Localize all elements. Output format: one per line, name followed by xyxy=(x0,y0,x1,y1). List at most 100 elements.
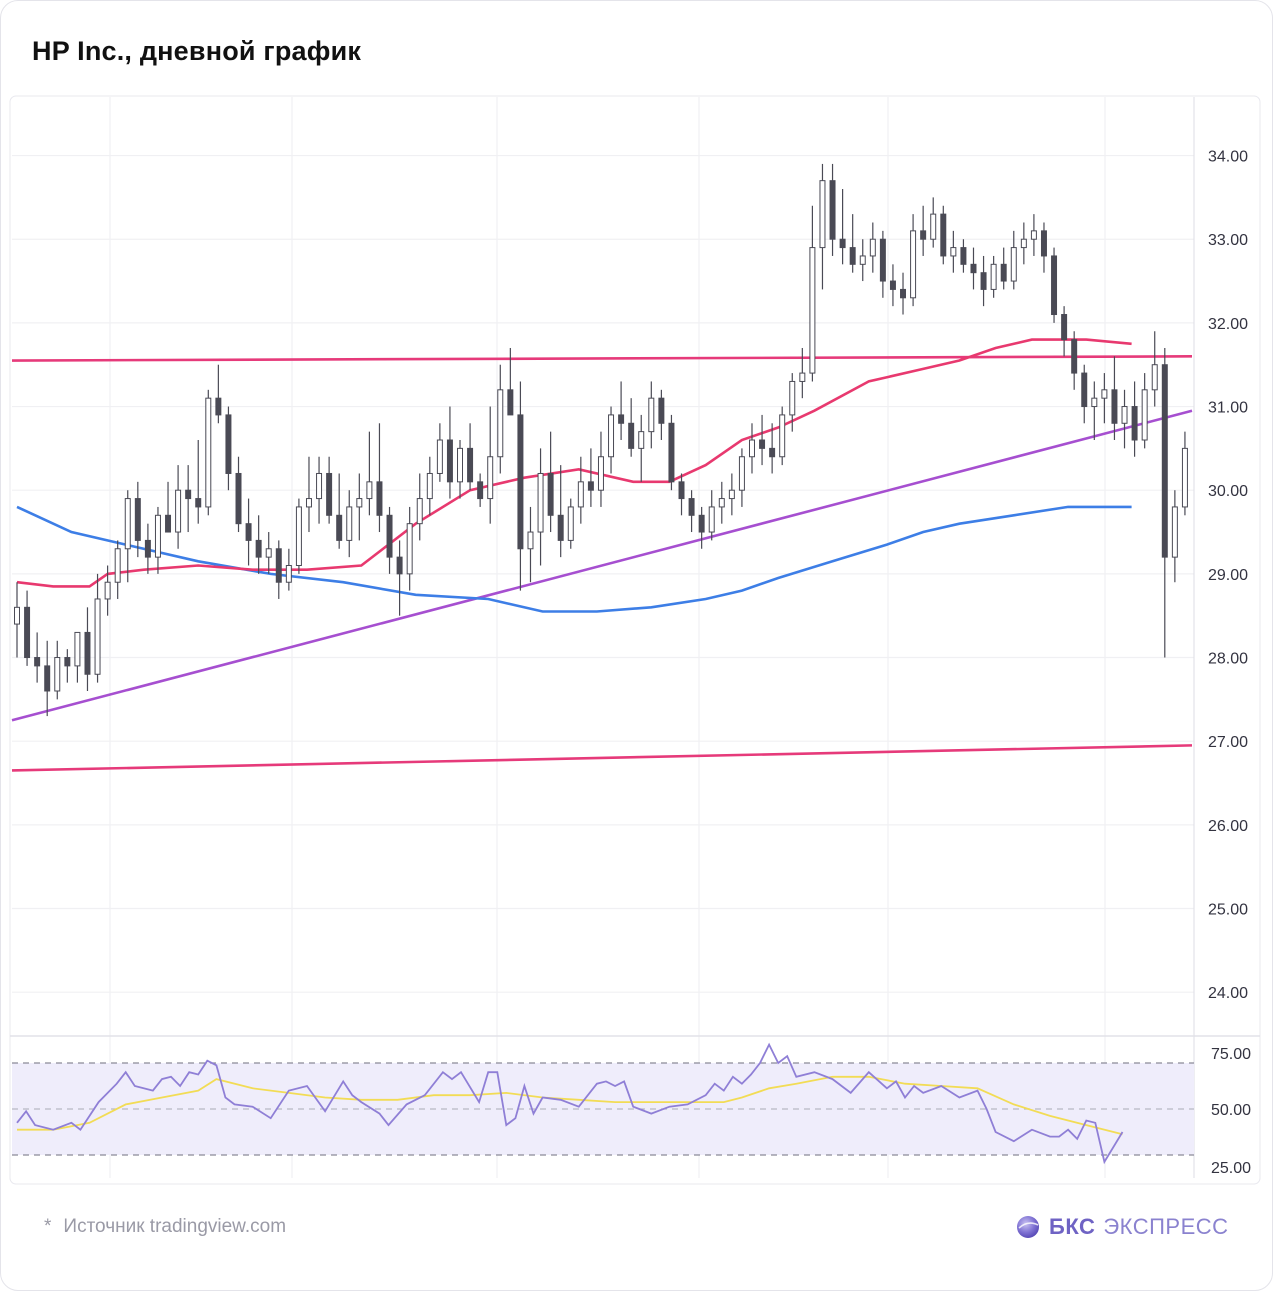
candle-body xyxy=(1010,247,1017,282)
candle-body xyxy=(1161,364,1168,558)
source-text: Источник tradingview.com xyxy=(63,1216,287,1237)
candle-body xyxy=(74,631,81,667)
candle-body xyxy=(668,422,675,483)
candle-body xyxy=(517,414,524,550)
rsi-tick-label: 50.00 xyxy=(1211,1102,1251,1119)
candle-body xyxy=(175,489,182,533)
brand-logo: БКС ЭКСПРЕСС xyxy=(1015,1213,1229,1241)
brand-name-rest: ЭКСПРЕСС xyxy=(1103,1214,1229,1239)
candle-body xyxy=(316,472,323,500)
price-tick-label: 25.00 xyxy=(1208,902,1248,919)
candle-body xyxy=(527,531,534,550)
brand-name-bold: БКС xyxy=(1049,1214,1096,1239)
candle-body xyxy=(34,657,41,667)
candle-body xyxy=(1071,339,1078,374)
candle-body xyxy=(769,447,776,458)
candle-body xyxy=(900,288,907,299)
candle-body xyxy=(265,548,272,558)
candle-body xyxy=(285,565,292,583)
candle-body xyxy=(215,397,222,416)
candle-body xyxy=(84,631,91,675)
candle-body xyxy=(1081,372,1088,408)
candle-body xyxy=(426,472,433,500)
candle-body xyxy=(587,481,594,491)
candle-body xyxy=(859,255,866,265)
candle-body xyxy=(628,422,635,449)
candle-body xyxy=(144,539,151,558)
candle-body xyxy=(577,481,584,508)
candle-body xyxy=(336,514,343,541)
chart-title: HP Inc., дневной график xyxy=(32,36,362,66)
candle-body xyxy=(1040,230,1047,257)
candle-body xyxy=(718,498,725,508)
candle-body xyxy=(960,247,967,265)
candle-body xyxy=(416,498,423,525)
candle-body xyxy=(114,548,121,583)
candle-body xyxy=(356,498,363,508)
candle-body xyxy=(608,414,615,458)
candle-body xyxy=(829,180,836,240)
candle-body xyxy=(305,498,312,508)
level-line-0 xyxy=(11,355,1193,362)
candle-body xyxy=(366,481,373,500)
price-tick-label: 26.00 xyxy=(1208,818,1248,835)
candle-body xyxy=(567,506,574,541)
candle-body xyxy=(1171,506,1178,558)
candle-body xyxy=(920,230,927,240)
candle-body xyxy=(698,514,705,533)
level-line-1 xyxy=(11,744,1193,772)
candle-body xyxy=(205,397,212,508)
candle-body xyxy=(1020,238,1027,249)
candle-body xyxy=(889,280,896,290)
price-tick-label: 34.00 xyxy=(1208,149,1248,166)
source-star: * xyxy=(44,1216,52,1237)
candle-body xyxy=(497,389,504,458)
candle-body xyxy=(990,263,997,290)
candle-body xyxy=(245,523,252,541)
price-tick-label: 24.00 xyxy=(1208,985,1248,1002)
candle-body xyxy=(1151,364,1158,391)
rsi-tick-label: 75.00 xyxy=(1211,1046,1251,1063)
candle-body xyxy=(799,372,806,382)
candle-body xyxy=(809,247,816,374)
candle-body xyxy=(507,389,514,416)
trend-line xyxy=(11,409,1193,722)
candle-body xyxy=(225,414,232,474)
candle-body xyxy=(557,514,564,541)
candle-body xyxy=(396,556,403,575)
candle-body xyxy=(547,472,554,516)
candle-body xyxy=(869,238,876,257)
price-tick-label: 28.00 xyxy=(1208,651,1248,668)
candle-body xyxy=(779,414,786,458)
candle-body xyxy=(54,657,61,692)
candle-body xyxy=(154,514,161,558)
candle-body xyxy=(1121,406,1128,424)
price-tick-label: 27.00 xyxy=(1208,734,1248,751)
price-tick-label: 31.00 xyxy=(1208,400,1248,417)
price-tick-label: 30.00 xyxy=(1208,483,1248,500)
candle-body xyxy=(124,498,131,550)
candle-body xyxy=(436,439,443,474)
candle-body xyxy=(839,238,846,249)
candle-body xyxy=(326,472,333,516)
source-note: * Источник tradingview.com xyxy=(44,1216,286,1238)
candle-body xyxy=(678,481,685,500)
candle-body xyxy=(275,548,282,583)
candle-body xyxy=(295,506,302,566)
candle-body xyxy=(1061,314,1068,341)
candle-body xyxy=(94,598,101,675)
candle-body xyxy=(24,606,31,659)
price-chart[interactable]: 34.00 33.00 32.00 31.00 30.00 29.00 28.00 27.00… xyxy=(0,0,1273,1200)
candle-body xyxy=(346,506,353,541)
candle-body xyxy=(1131,406,1138,441)
candle-body xyxy=(185,489,192,500)
candle-body xyxy=(1051,255,1058,316)
candle-body xyxy=(819,180,826,249)
candle-body xyxy=(879,238,886,282)
candle-body xyxy=(728,489,735,500)
candle-body xyxy=(467,447,474,483)
candle-body xyxy=(1141,389,1148,441)
price-tick-label: 33.00 xyxy=(1208,232,1248,249)
candle-body xyxy=(165,514,172,533)
candle-body xyxy=(487,456,494,500)
